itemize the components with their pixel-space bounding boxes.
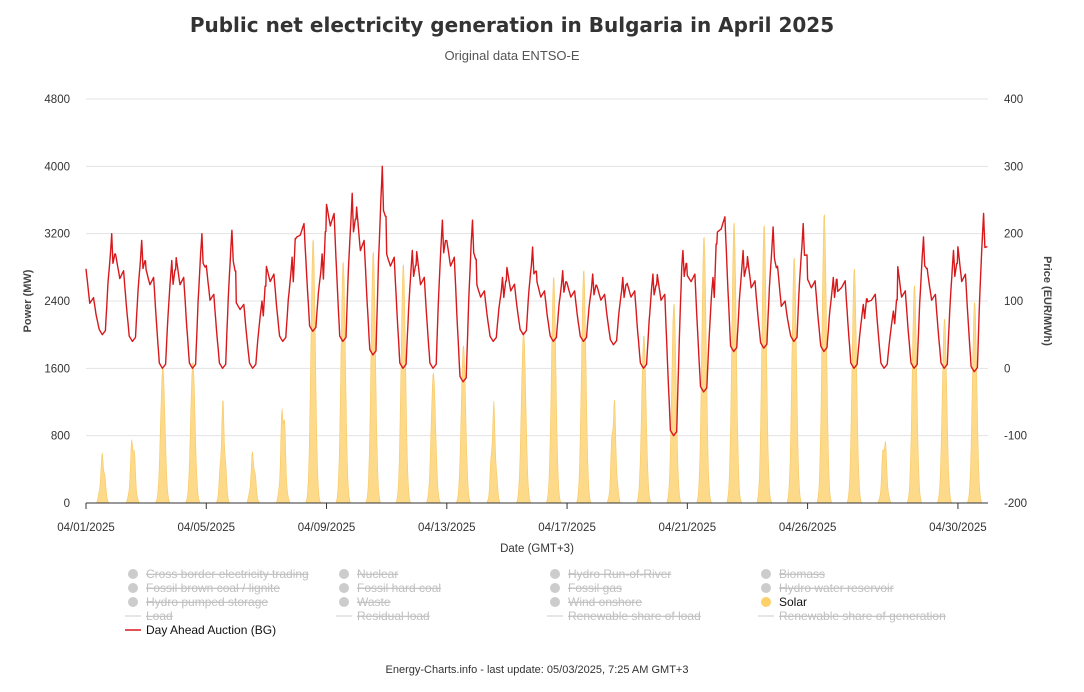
legend-item: Wind onshore: [550, 595, 642, 609]
y-left-tick-label: 4800: [44, 94, 70, 106]
y-right-tick-label: 400: [1004, 94, 1023, 106]
legend-dot-icon: [339, 583, 349, 593]
legend-label: Load: [146, 609, 173, 623]
legend-item: Biomass: [761, 567, 825, 581]
y-left-tick-label: 800: [51, 431, 70, 443]
y-left-tick-label: 4000: [44, 161, 70, 173]
legend-item: Load: [125, 609, 173, 623]
y-right-tick-label: 200: [1004, 229, 1023, 241]
legend-label: Nuclear: [357, 567, 398, 581]
legend-label: Renewable share of generation: [779, 609, 946, 623]
y-right-tick-label: 300: [1004, 161, 1023, 173]
legend-item: Hydro pumped storage: [128, 595, 268, 609]
solar-area: [86, 214, 988, 504]
price-line: [85, 165, 988, 437]
legend-label: Fossil hard coal: [357, 581, 441, 595]
legend-label: Solar: [779, 595, 807, 609]
legend-item: Cross border electricity trading: [128, 567, 309, 581]
legend-label: Cross border electricity trading: [146, 567, 309, 581]
legend-label: Wind onshore: [568, 595, 642, 609]
legend-label: Fossil brown coal / lignite: [146, 581, 280, 595]
x-tick-label: 04/09/2025: [298, 522, 356, 534]
y-axis-left-label: Power (MW): [22, 269, 34, 332]
footer-credit: Energy-Charts.info - last update: 05/03/…: [386, 664, 689, 676]
y-axis-right-label: Price (EUR/MWh): [1041, 256, 1053, 346]
legend-item: Renewable share of generation: [758, 609, 946, 623]
chart-title: Public net electricity generation in Bul…: [190, 13, 834, 37]
legend-label: Residual load: [357, 609, 430, 623]
legend-item: Waste: [339, 595, 391, 609]
legend-label: Hydro water reservoir: [779, 581, 894, 595]
legend-label: Day Ahead Auction (BG): [146, 623, 276, 637]
y-left-tick-label: 1600: [44, 363, 70, 375]
y-right-tick-label: -100: [1004, 431, 1027, 443]
axes: 0 800 1600 2400 3200 4000 4800 -200 -100 0 100 200 3…: [44, 94, 1027, 534]
legend-item: Hydro water reservoir: [761, 581, 894, 595]
legend-dot-icon: [339, 569, 349, 579]
legend-item: Renewable share of load: [547, 609, 701, 623]
legend-label: Biomass: [779, 567, 825, 581]
legend-item: Day Ahead Auction (BG): [125, 623, 276, 637]
legend-item: Solar: [761, 595, 807, 609]
y-right-tick-label: 100: [1004, 296, 1023, 308]
legend-item: Fossil gas: [550, 581, 622, 595]
y-right-tick-label: -200: [1004, 498, 1027, 510]
legend-dot-icon: [339, 597, 349, 607]
legend-label: Hydro pumped storage: [146, 595, 268, 609]
price-series: [85, 165, 988, 437]
legend-dot-icon: [761, 583, 771, 593]
x-tick-label: 04/01/2025: [57, 522, 115, 534]
legend-label: Hydro Run-of-River: [568, 567, 671, 581]
legend-dot-icon: [550, 583, 560, 593]
legend-dot-icon: [550, 597, 560, 607]
legend-item: Residual load: [336, 609, 430, 623]
legend-dot-icon: [128, 569, 138, 579]
legend-item: Fossil hard coal: [339, 581, 441, 595]
legend-item: Fossil brown coal / lignite: [128, 581, 280, 595]
y-left-tick-label: 0: [64, 498, 70, 510]
x-tick-label: 04/13/2025: [418, 522, 476, 534]
legend-dot-icon: [128, 597, 138, 607]
legend-item: Nuclear: [339, 567, 398, 581]
legend-label: Renewable share of load: [568, 609, 701, 623]
solar-series: [86, 214, 988, 504]
legend-label: Fossil gas: [568, 581, 622, 595]
legend-dot-icon: [761, 597, 771, 607]
x-axis-label: Date (GMT+3): [500, 543, 574, 555]
y-left-tick-label: 2400: [44, 296, 70, 308]
legend-dot-icon: [128, 583, 138, 593]
chart-subtitle: Original data ENTSO-E: [444, 48, 579, 63]
x-tick-label: 04/26/2025: [779, 522, 837, 534]
x-tick-label: 04/17/2025: [538, 522, 596, 534]
legend-dot-icon: [550, 569, 560, 579]
legend: Cross border electricity trading Nuclear H…: [125, 567, 946, 637]
x-tick-label: 04/05/2025: [177, 522, 235, 534]
legend-item: Hydro Run-of-River: [550, 567, 671, 581]
x-tick-label: 04/30/2025: [929, 522, 987, 534]
x-tick-label: 04/21/2025: [659, 522, 717, 534]
legend-label: Waste: [357, 595, 391, 609]
y-right-tick-label: 0: [1004, 363, 1010, 375]
legend-dot-icon: [761, 569, 771, 579]
y-left-tick-label: 3200: [44, 229, 70, 241]
